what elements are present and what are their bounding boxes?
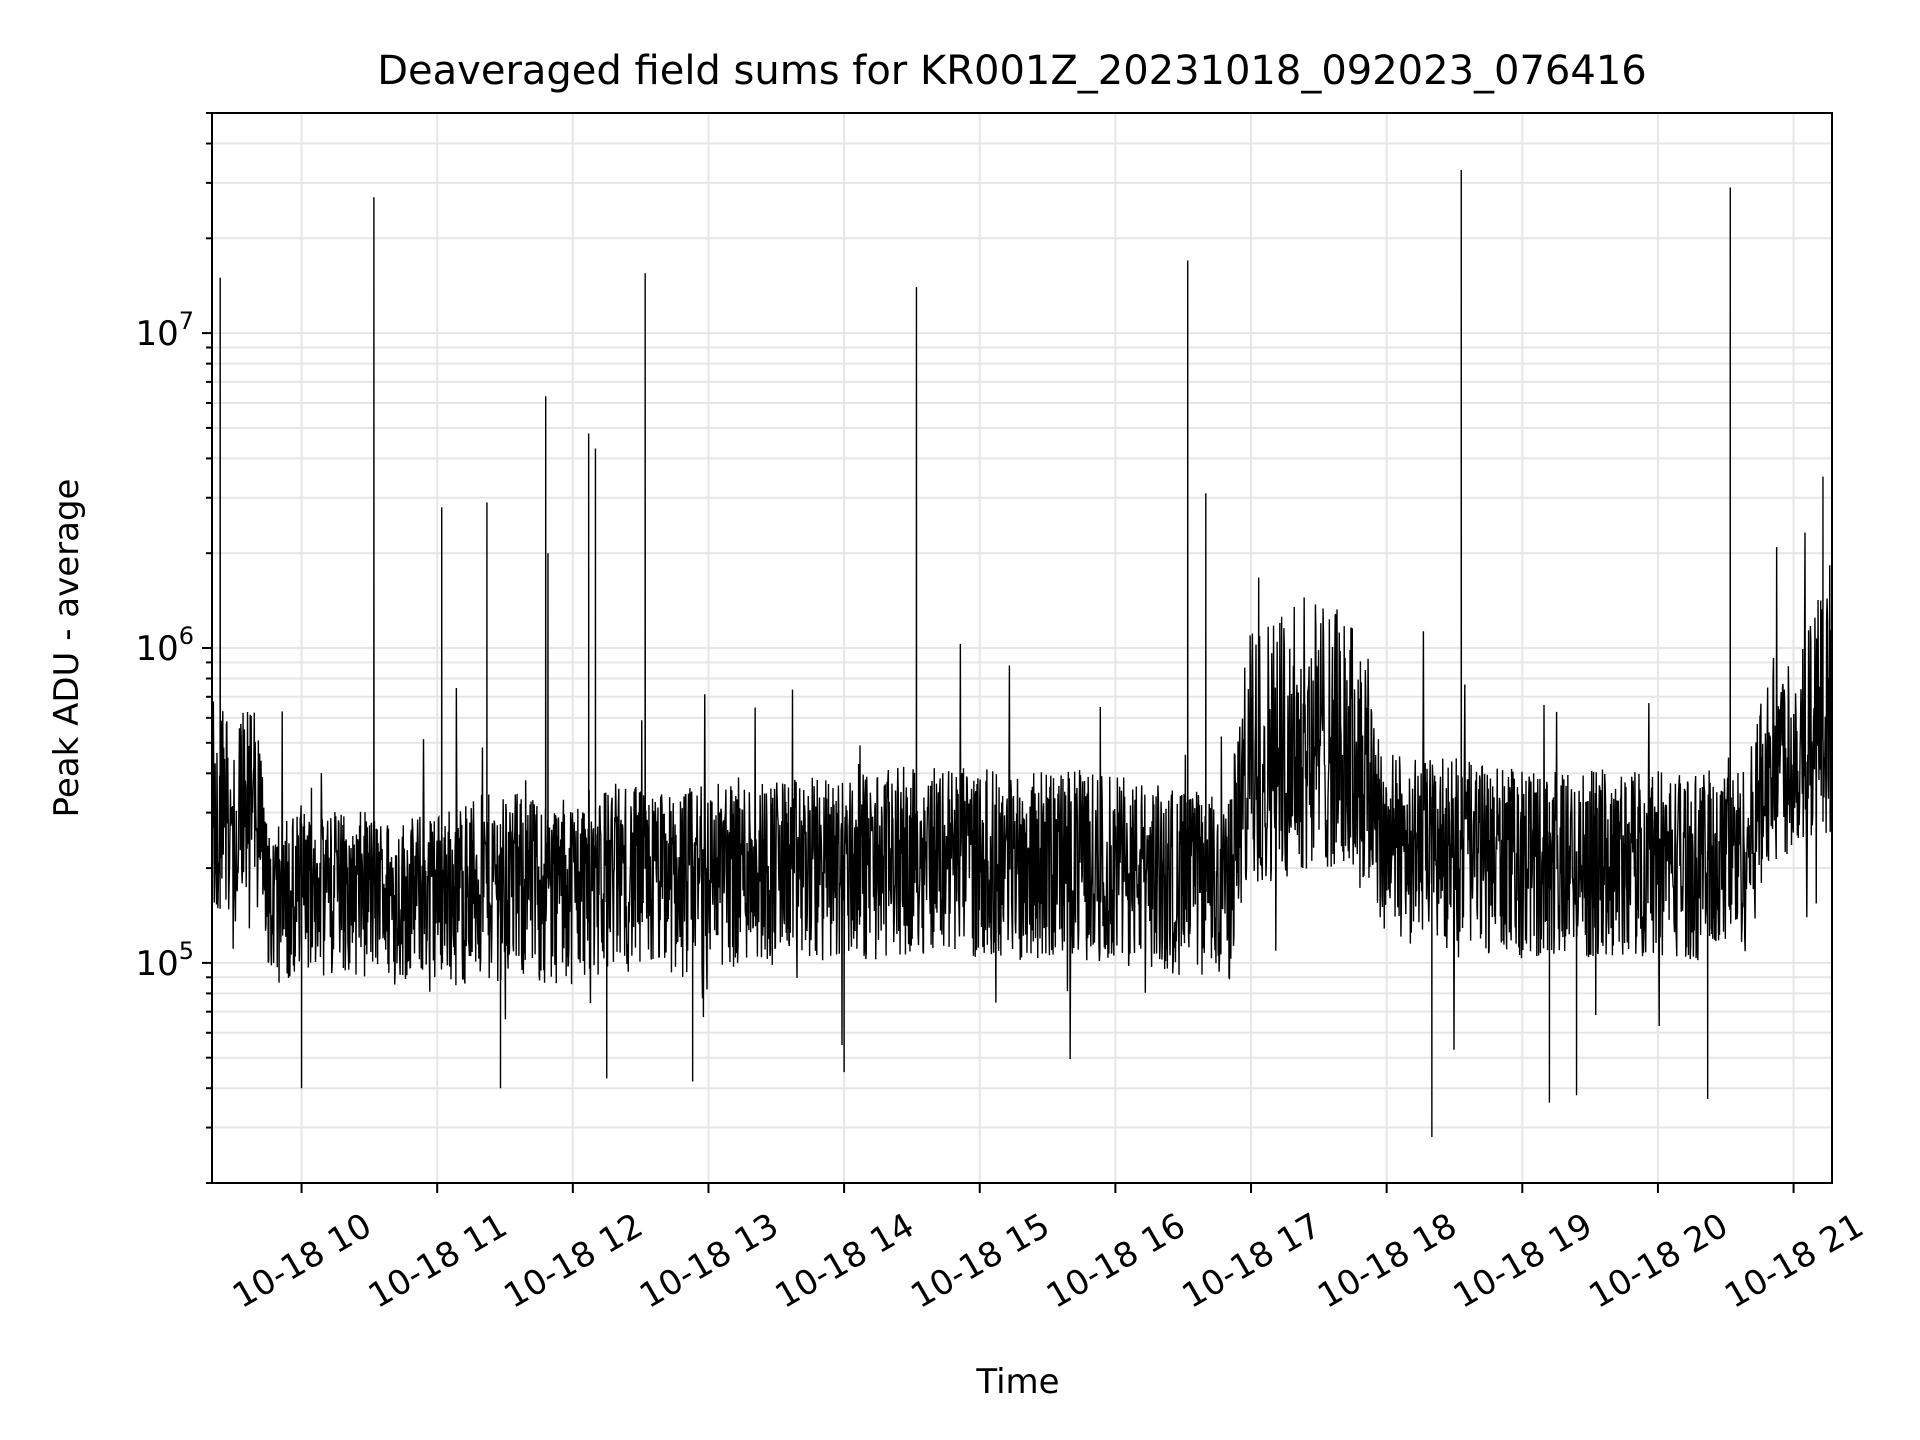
chart-title: Deaveraged field sums for KR001Z_2023101… (377, 48, 1646, 94)
x-tick-label: 10-18 21 (1718, 1206, 1870, 1317)
x-tick-label: 10-18 15 (904, 1206, 1056, 1317)
x-tick-label: 10-18 10 (226, 1206, 378, 1317)
x-tick-label: 10-18 11 (362, 1206, 514, 1317)
x-tick-label: 10-18 14 (769, 1206, 921, 1317)
x-tick-label: 10-18 17 (1176, 1206, 1328, 1317)
x-tick-label: 10-18 13 (633, 1206, 785, 1317)
series-line (211, 169, 1833, 1137)
grid (212, 112, 1832, 1184)
x-tick-label: 10-18 12 (497, 1206, 649, 1317)
x-tick-label: 10-18 19 (1447, 1206, 1599, 1317)
y-axis-label: Peak ADU - average (47, 479, 87, 818)
y-tick-label: 106 (135, 622, 194, 669)
x-tick-label: 10-18 20 (1582, 1206, 1734, 1317)
x-tick-label: 10-18 18 (1311, 1206, 1463, 1317)
y-tick-label: 107 (135, 307, 194, 354)
x-tick-label: 10-18 16 (1040, 1206, 1192, 1317)
y-tick-label: 105 (135, 937, 194, 984)
x-axis-label: Time (975, 1362, 1059, 1402)
series-line-group (211, 169, 1833, 1137)
y-axis-ticks: 105 106 107 (135, 112, 212, 1184)
